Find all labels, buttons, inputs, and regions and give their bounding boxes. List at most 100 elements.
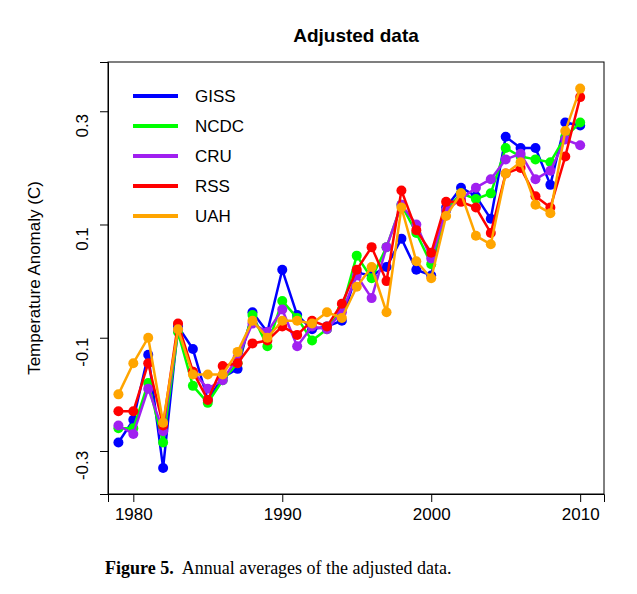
- x-tick-mark: [133, 494, 134, 502]
- data-point: [307, 336, 317, 346]
- data-point: [486, 174, 496, 184]
- data-point: [247, 316, 257, 326]
- data-point: [575, 84, 585, 94]
- data-point: [277, 265, 287, 275]
- plot-area: [113, 84, 585, 473]
- legend-label: UAH: [195, 207, 231, 226]
- data-point: [188, 344, 198, 354]
- x-tick: 1990: [264, 494, 302, 524]
- legend-label: GISS: [195, 87, 236, 106]
- data-point: [143, 333, 153, 343]
- data-point: [277, 304, 287, 314]
- data-point: [128, 358, 138, 368]
- x-tick-mark: [282, 494, 283, 502]
- x-tick: 2010: [562, 494, 600, 524]
- x-tick-label: 1980: [115, 505, 153, 524]
- y-tick: -0.1: [73, 338, 108, 367]
- y-tick-mark: [100, 338, 108, 339]
- series-line: [118, 89, 580, 423]
- caption: Figure 5.Annual averages of the adjusted…: [105, 558, 452, 578]
- data-point: [396, 186, 406, 196]
- data-point: [501, 169, 511, 179]
- legend-label: NCDC: [195, 117, 244, 136]
- data-point: [218, 370, 228, 380]
- data-point: [545, 166, 555, 176]
- data-point: [128, 429, 138, 439]
- legend-swatch: [133, 214, 178, 218]
- data-point: [471, 231, 481, 241]
- caption-label: Figure 5.: [105, 558, 174, 578]
- data-point: [486, 239, 496, 249]
- data-point: [113, 406, 123, 416]
- data-point: [530, 143, 540, 153]
- data-point: [530, 154, 540, 164]
- title: Adjusted data: [293, 25, 419, 46]
- legend-swatch: [133, 154, 178, 158]
- data-point: [128, 406, 138, 416]
- data-point: [337, 313, 347, 323]
- data-point: [203, 395, 213, 405]
- data-point: [352, 251, 362, 261]
- data-point: [441, 197, 451, 207]
- data-point: [382, 307, 392, 317]
- data-point: [247, 338, 257, 348]
- data-point: [501, 143, 511, 153]
- x-tick-label: 2000: [413, 505, 451, 524]
- x-axis-line: [109, 495, 605, 503]
- x-tick-label: 1990: [264, 505, 302, 524]
- data-point: [426, 248, 436, 258]
- x-tick: 2000: [413, 494, 451, 524]
- data-point: [233, 347, 243, 357]
- data-point: [173, 324, 183, 334]
- data-point: [471, 183, 481, 193]
- data-point: [203, 395, 213, 405]
- data-point: [158, 418, 168, 428]
- data-point: [367, 293, 377, 303]
- x-tick: 1980: [115, 494, 153, 524]
- data-point: [352, 282, 362, 292]
- data-point: [411, 225, 421, 235]
- y-tick: 0.3: [73, 112, 108, 138]
- data-point: [382, 242, 392, 252]
- data-point: [322, 321, 332, 331]
- legend-entry: NCDC: [133, 117, 244, 136]
- data-point: [113, 437, 123, 447]
- data-point: [411, 256, 421, 266]
- y-tick-label: -0.3: [73, 451, 92, 480]
- plot-frame: [108, 62, 604, 494]
- data-point: [158, 463, 168, 473]
- data-point: [530, 200, 540, 210]
- y-axis-title: Temperature Anomaly (C): [25, 181, 44, 375]
- data-point: [501, 154, 511, 164]
- data-point: [545, 208, 555, 218]
- series-line: [118, 97, 580, 425]
- data-point: [501, 169, 511, 179]
- data-point: [188, 381, 198, 391]
- legend-label: CRU: [195, 147, 232, 166]
- x-axis: 1980 1990 2000 2010: [109, 494, 605, 524]
- data-point: [292, 316, 302, 326]
- data-point: [530, 174, 540, 184]
- data-point: [575, 118, 585, 128]
- data-point: [426, 273, 436, 283]
- data-point: [352, 265, 362, 275]
- legend-swatch: [133, 184, 178, 188]
- data-point: [292, 341, 302, 351]
- chart: Adjusted data1980199020002010-0.3-0.10.1…: [0, 0, 637, 594]
- data-point: [560, 126, 570, 136]
- data-point: [501, 132, 511, 142]
- data-point: [337, 299, 347, 309]
- y-axis-line: [100, 63, 109, 495]
- data-point: [575, 140, 585, 150]
- legend-label: RSS: [195, 177, 230, 196]
- data-point: [441, 211, 451, 221]
- legend-entry: RSS: [133, 177, 230, 196]
- data-point: [307, 319, 317, 329]
- data-point: [456, 188, 466, 198]
- legend-entry: GISS: [133, 87, 236, 106]
- data-point: [262, 333, 272, 343]
- legend-entry: UAH: [133, 207, 231, 226]
- data-point: [367, 262, 377, 272]
- data-point: [233, 358, 243, 368]
- y-axis: -0.3-0.10.10.3: [73, 63, 109, 495]
